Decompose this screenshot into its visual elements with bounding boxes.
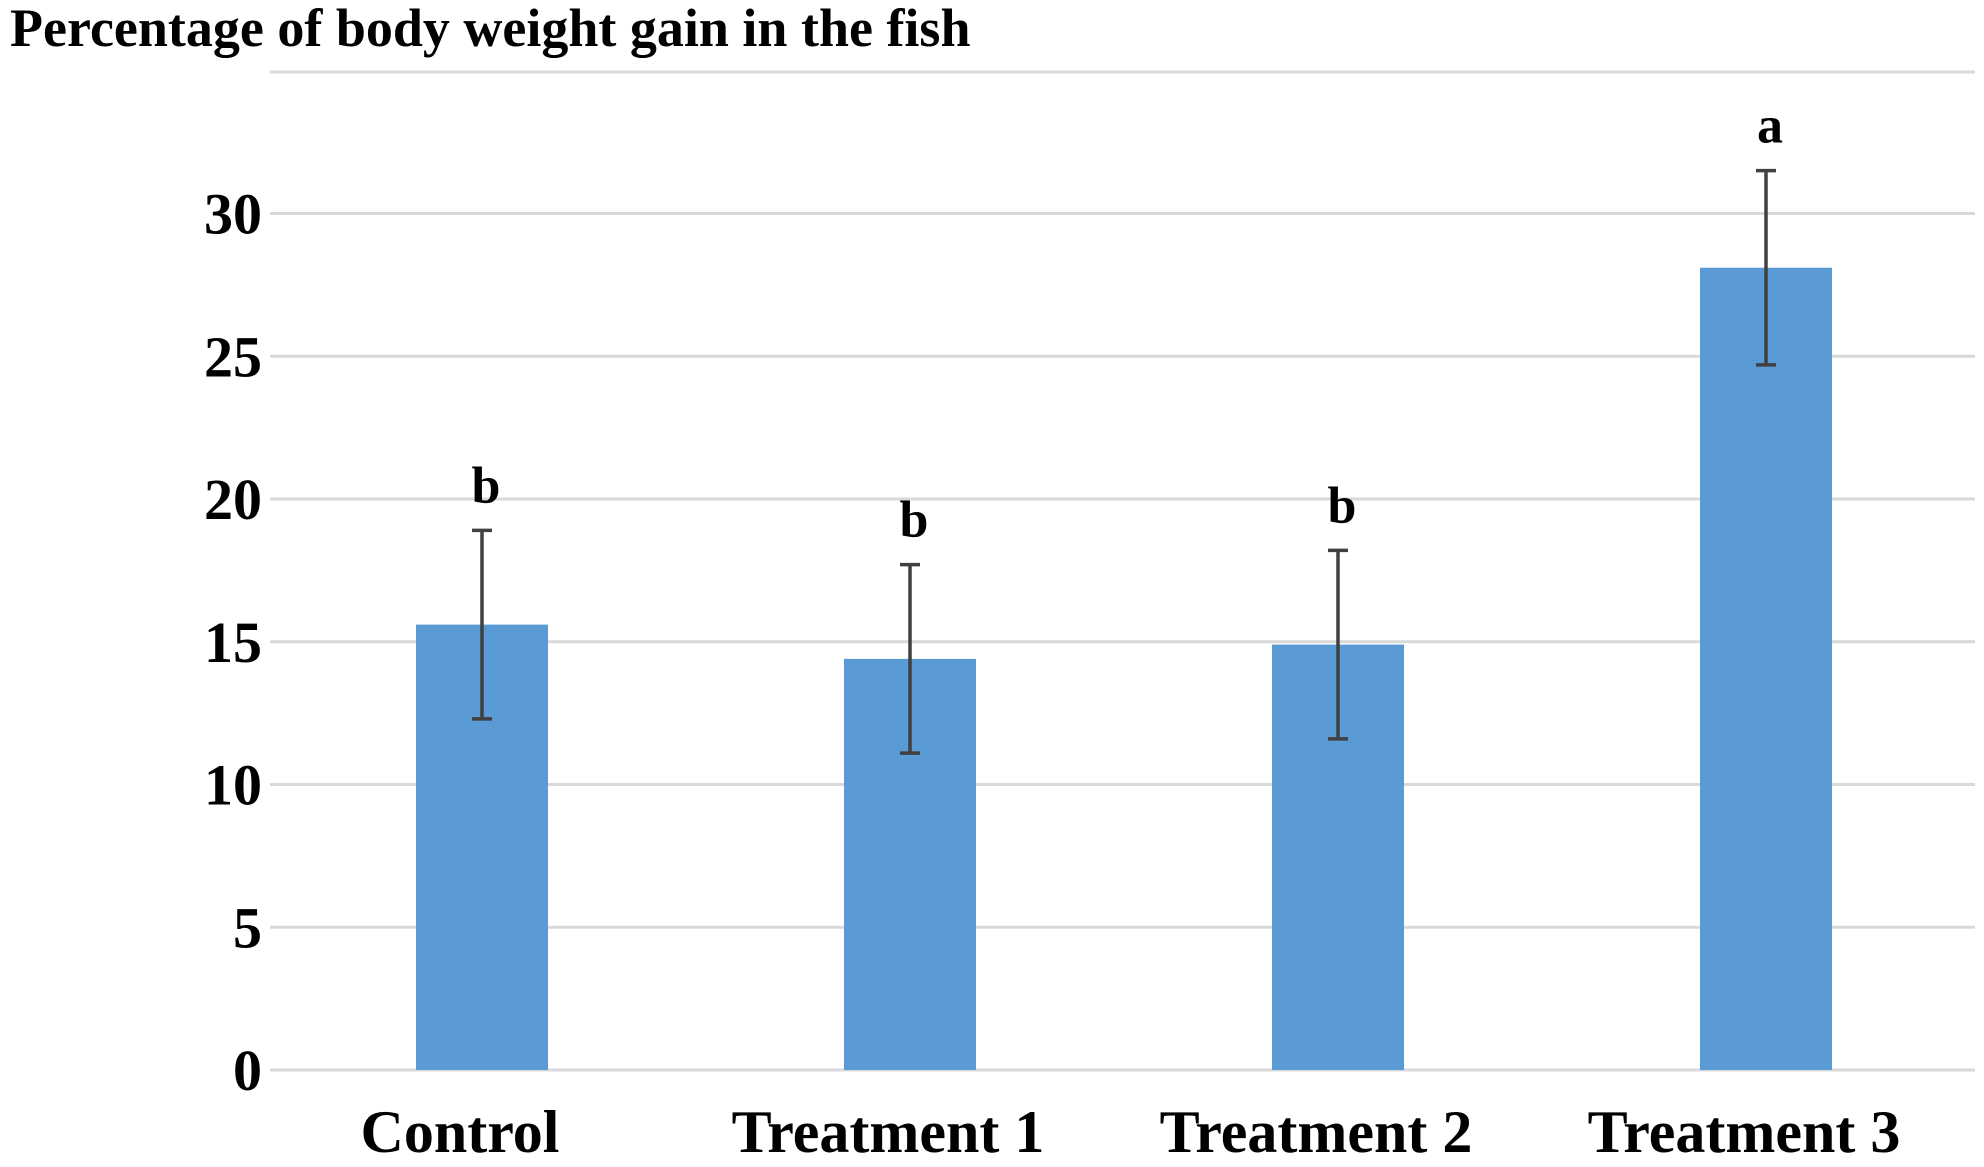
significance-label: b	[472, 457, 501, 514]
error-bar	[472, 528, 492, 721]
y-tick-label: 30	[204, 182, 262, 247]
category-label: Control	[361, 1099, 560, 1165]
gridlines	[270, 70, 1975, 1072]
chart-title: Percentage of body weight gain in the fi…	[10, 0, 970, 58]
error-bars	[472, 168, 1776, 755]
error-bar	[900, 562, 920, 755]
error-bar	[1756, 168, 1776, 367]
category-label: Treatment 1	[732, 1099, 1045, 1165]
category-label: Treatment 3	[1588, 1099, 1901, 1165]
category-label: Treatment 2	[1160, 1099, 1473, 1165]
significance-label: a	[1757, 98, 1783, 155]
y-tick-label: 10	[204, 753, 262, 818]
bars	[416, 267, 1832, 1070]
y-tick-label: 15	[204, 610, 262, 675]
significance-label: b	[1328, 477, 1357, 534]
y-tick-label: 5	[233, 895, 262, 960]
y-tick-label: 25	[204, 324, 262, 389]
bar	[1700, 267, 1832, 1070]
y-tick-label: 20	[204, 467, 262, 532]
y-axis-tick-labels: 0 5 10 15 20 25 30	[204, 182, 262, 1104]
significance-labels: b b b a	[472, 98, 1783, 549]
x-axis-category-labels: Control Treatment 1 Treatment 2 Treatment 3	[361, 1099, 1901, 1165]
error-bar	[1328, 548, 1348, 741]
y-tick-label: 0	[233, 1038, 262, 1103]
significance-label: b	[900, 492, 929, 549]
